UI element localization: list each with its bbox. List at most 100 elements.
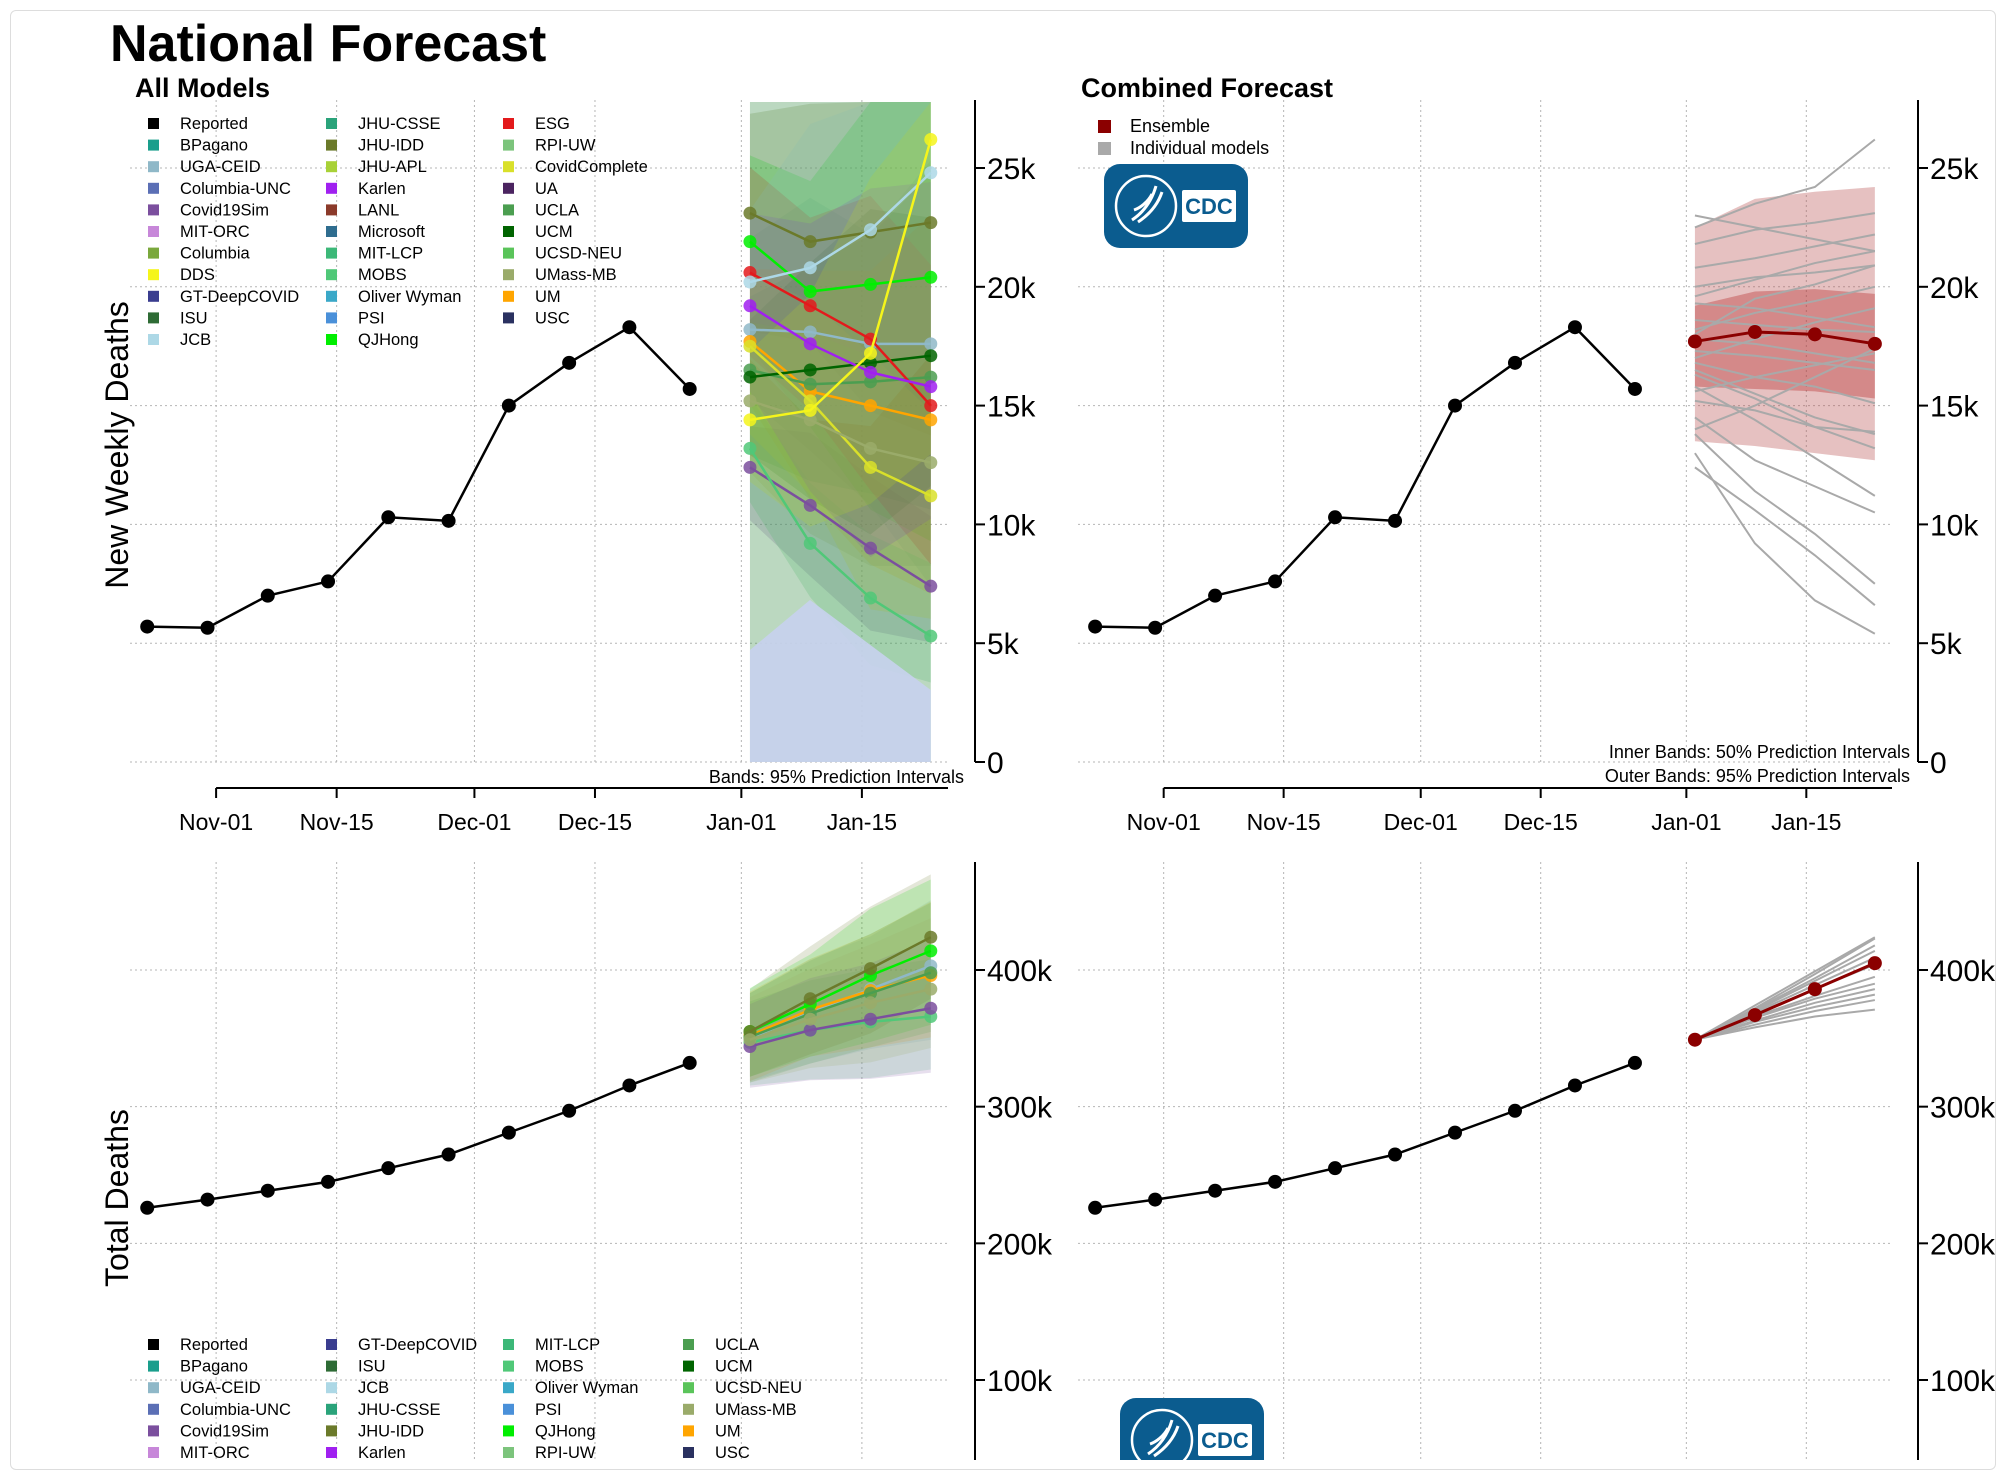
individual-model-line bbox=[1694, 466, 1876, 606]
y-tick-label: 300k bbox=[987, 1092, 1053, 1125]
chart-all-models-weekly: 0 5k 10k 15k 20k 25k Nov-01 Nov-15 Dec-01 Dec-15 J… bbox=[99, 73, 1036, 835]
reported-point bbox=[260, 1183, 275, 1198]
forecast-point bbox=[924, 930, 938, 944]
individual-model-line bbox=[1694, 352, 1876, 393]
hhs-seal-icon bbox=[1130, 1408, 1194, 1460]
legend-swatch bbox=[503, 1360, 514, 1372]
legend-label: QJHong bbox=[535, 1422, 596, 1440]
legend-swatch bbox=[683, 1382, 694, 1394]
individual-model-line bbox=[1694, 373, 1876, 450]
y-tick-label: 300k bbox=[1930, 1092, 1996, 1125]
legend-label: JCB bbox=[358, 1379, 389, 1397]
forecast-point bbox=[924, 629, 938, 643]
band-UGA-CEID bbox=[749, 160, 931, 586]
forecast-point bbox=[924, 982, 938, 996]
legend-swatch bbox=[503, 226, 514, 237]
forecast-line-DDS bbox=[749, 139, 932, 422]
legend-swatch bbox=[683, 1447, 694, 1458]
forecast-point bbox=[864, 399, 878, 413]
forecast-point bbox=[864, 541, 878, 555]
individual-model-line bbox=[1694, 233, 1876, 269]
legend-swatch bbox=[148, 312, 159, 324]
y-tick-label: 5k bbox=[1930, 628, 1963, 661]
reported-line bbox=[1095, 325, 1636, 630]
y-tick-label: 25k bbox=[987, 153, 1036, 186]
reported-point bbox=[260, 588, 275, 603]
forecast-point bbox=[924, 489, 938, 503]
forecast-point bbox=[864, 356, 878, 370]
legend-label: JCB bbox=[180, 331, 211, 349]
legend-label: Karlen bbox=[358, 1444, 406, 1460]
legend-label: UCLA bbox=[715, 1336, 759, 1354]
individual-model-line bbox=[1694, 361, 1876, 405]
y-axis-label: Total Deaths bbox=[99, 1109, 135, 1287]
legend-swatch bbox=[148, 1382, 159, 1394]
individual-model-line bbox=[1694, 347, 1876, 431]
ensemble-point bbox=[1867, 336, 1882, 351]
forecast-point bbox=[803, 1023, 817, 1037]
ensemble-point bbox=[1687, 334, 1702, 349]
legend-swatch bbox=[326, 1425, 337, 1437]
reported-point bbox=[140, 1200, 155, 1215]
legend-swatch bbox=[326, 269, 337, 281]
legend-swatch bbox=[326, 182, 337, 194]
forecast-point bbox=[743, 441, 757, 455]
forecast-line-UMass-MB bbox=[749, 399, 932, 464]
legend-label: Karlen bbox=[358, 180, 406, 198]
individual-model-line bbox=[1694, 138, 1876, 229]
x-tick-label: Dec-15 bbox=[558, 809, 632, 835]
legend-swatch bbox=[148, 161, 159, 173]
individual-model-line bbox=[1694, 385, 1876, 497]
legend-label: Covid19Sim bbox=[180, 201, 269, 219]
reported-line bbox=[147, 325, 691, 630]
subplot-title: Combined Forecast bbox=[1081, 73, 1333, 103]
forecast-point bbox=[743, 339, 757, 353]
y-tick-label: 100k bbox=[1930, 1365, 1996, 1398]
cdc-logo-text: CDC bbox=[1185, 194, 1233, 219]
y-tick-label: 0 bbox=[1930, 747, 1947, 780]
reported-point bbox=[562, 355, 577, 370]
reported-point bbox=[1268, 1174, 1283, 1189]
legend-swatch bbox=[326, 290, 337, 302]
forecast-point bbox=[864, 460, 878, 474]
band-UM bbox=[749, 901, 931, 1082]
forecast-line-MOBS bbox=[749, 1015, 931, 1044]
forecast-point bbox=[803, 536, 817, 550]
x-tick-label: Jan-15 bbox=[827, 809, 897, 835]
forecast-point bbox=[803, 261, 817, 275]
legend-label: UGA-CEID bbox=[180, 158, 261, 176]
ensemble-point bbox=[1807, 327, 1822, 342]
y-tick-label: 20k bbox=[987, 272, 1036, 305]
legend-swatch bbox=[148, 269, 159, 281]
forecast-point bbox=[924, 966, 938, 980]
band-QJHong bbox=[749, 879, 931, 1077]
band-Covid19Sim bbox=[749, 938, 931, 1088]
reported-point bbox=[622, 1078, 637, 1093]
reported-point bbox=[381, 1161, 396, 1176]
x-tick-label: Jan-01 bbox=[706, 809, 776, 835]
legend-swatch bbox=[503, 269, 514, 281]
reported-point bbox=[501, 398, 516, 413]
legend-label: Covid19Sim bbox=[180, 1422, 269, 1440]
individual-model-line bbox=[1694, 993, 1876, 1041]
legend-swatch bbox=[148, 290, 159, 302]
individual-model-line bbox=[1694, 399, 1875, 433]
band-JHU-IDD bbox=[749, 102, 931, 436]
forecast-point bbox=[864, 365, 878, 379]
subplot-title: All Models bbox=[135, 73, 270, 103]
hhs-eagle-icon bbox=[1147, 1419, 1180, 1458]
forecast-point bbox=[864, 1012, 878, 1026]
forecast-point bbox=[803, 235, 817, 249]
legend-swatch bbox=[503, 161, 514, 173]
reported-point bbox=[1268, 574, 1283, 589]
forecast-point bbox=[743, 299, 757, 313]
y-tick-label: 200k bbox=[987, 1228, 1053, 1261]
legend-label: USC bbox=[715, 1444, 750, 1460]
reported-point bbox=[1448, 1125, 1463, 1140]
legend-swatch bbox=[683, 1360, 694, 1372]
y-tick-label: 10k bbox=[1930, 509, 1979, 542]
band-JHU-IDD bbox=[749, 874, 931, 1077]
legend-swatch bbox=[148, 1447, 159, 1458]
forecast-point bbox=[803, 285, 817, 299]
reported-point bbox=[682, 381, 697, 396]
